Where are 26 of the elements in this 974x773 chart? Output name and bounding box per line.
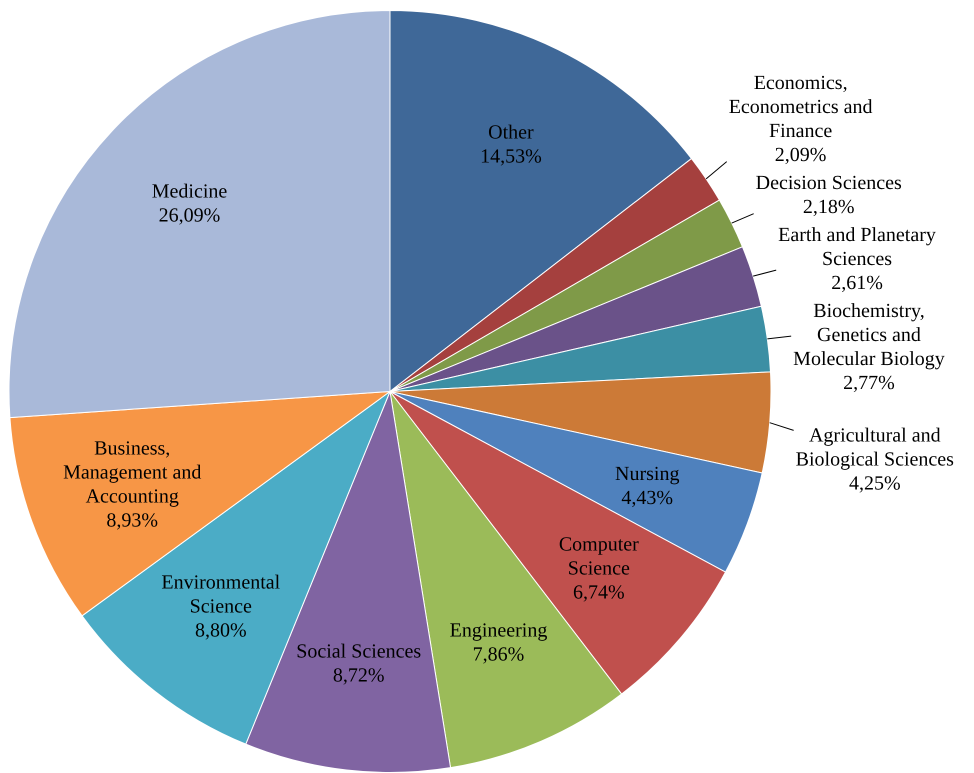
slice-label: Biochemistry, Genetics and Molecular Biology	[793, 300, 945, 370]
slice-label: Engineering	[450, 620, 548, 642]
slice-label: Medicine	[152, 180, 228, 203]
slice-label: Agricultural and Biological Sciences	[796, 424, 954, 471]
data-label: 2,18%	[802, 196, 855, 218]
data-label: 8,80%	[194, 620, 247, 642]
data-label: 2,77%	[843, 372, 895, 394]
data-label: 4,25%	[848, 472, 901, 495]
data-label: 4,43%	[621, 487, 674, 510]
data-label: 2,61%	[831, 272, 883, 294]
slice-label: Social Sciences	[296, 640, 422, 662]
slice-label: Nursing	[615, 463, 680, 486]
slice-label: Decision Sciences	[756, 172, 902, 194]
data-label: 7,86%	[472, 644, 524, 666]
data-label: 8,72%	[332, 664, 385, 686]
data-label: 14,53%	[480, 146, 542, 168]
data-label: 6,74%	[572, 582, 625, 604]
slice-label: Economics, Econometrics and Finance	[728, 72, 873, 142]
slice-label: Computer Science	[558, 534, 640, 580]
slice-label: Environmental Science	[161, 572, 281, 618]
slice-label: Business, Management and Accounting	[63, 438, 202, 508]
slice-label: Earth and Planetary Sciences	[778, 224, 936, 270]
data-label: 2,09%	[774, 144, 826, 166]
data-label: 8,93%	[106, 510, 158, 532]
data-label: 26,09%	[158, 204, 220, 227]
slice-label: Other	[488, 122, 534, 144]
